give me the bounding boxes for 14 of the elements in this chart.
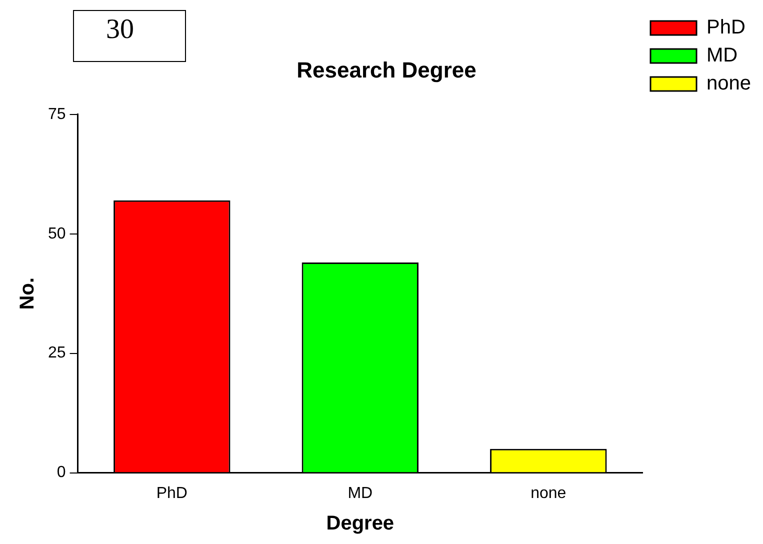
text: 30	[73, 10, 186, 62]
y-tick-label: 75	[48, 106, 66, 123]
x-axis-title: Degree	[326, 512, 394, 535]
x-tick-label: MD	[348, 484, 373, 502]
chart-title: Research Degree	[296, 57, 476, 82]
x-tick-label: none	[530, 484, 566, 502]
y-tick-label: 25	[48, 344, 66, 362]
legend-label: MD	[706, 44, 738, 67]
legend-label: PhD	[706, 16, 746, 39]
y-tick-label: 0	[56, 464, 66, 482]
x-tick-label: PhD	[156, 484, 188, 502]
legend-label: none	[706, 72, 752, 95]
y-tick-label: 50	[48, 225, 66, 242]
y-axis-title: No.	[16, 277, 39, 310]
